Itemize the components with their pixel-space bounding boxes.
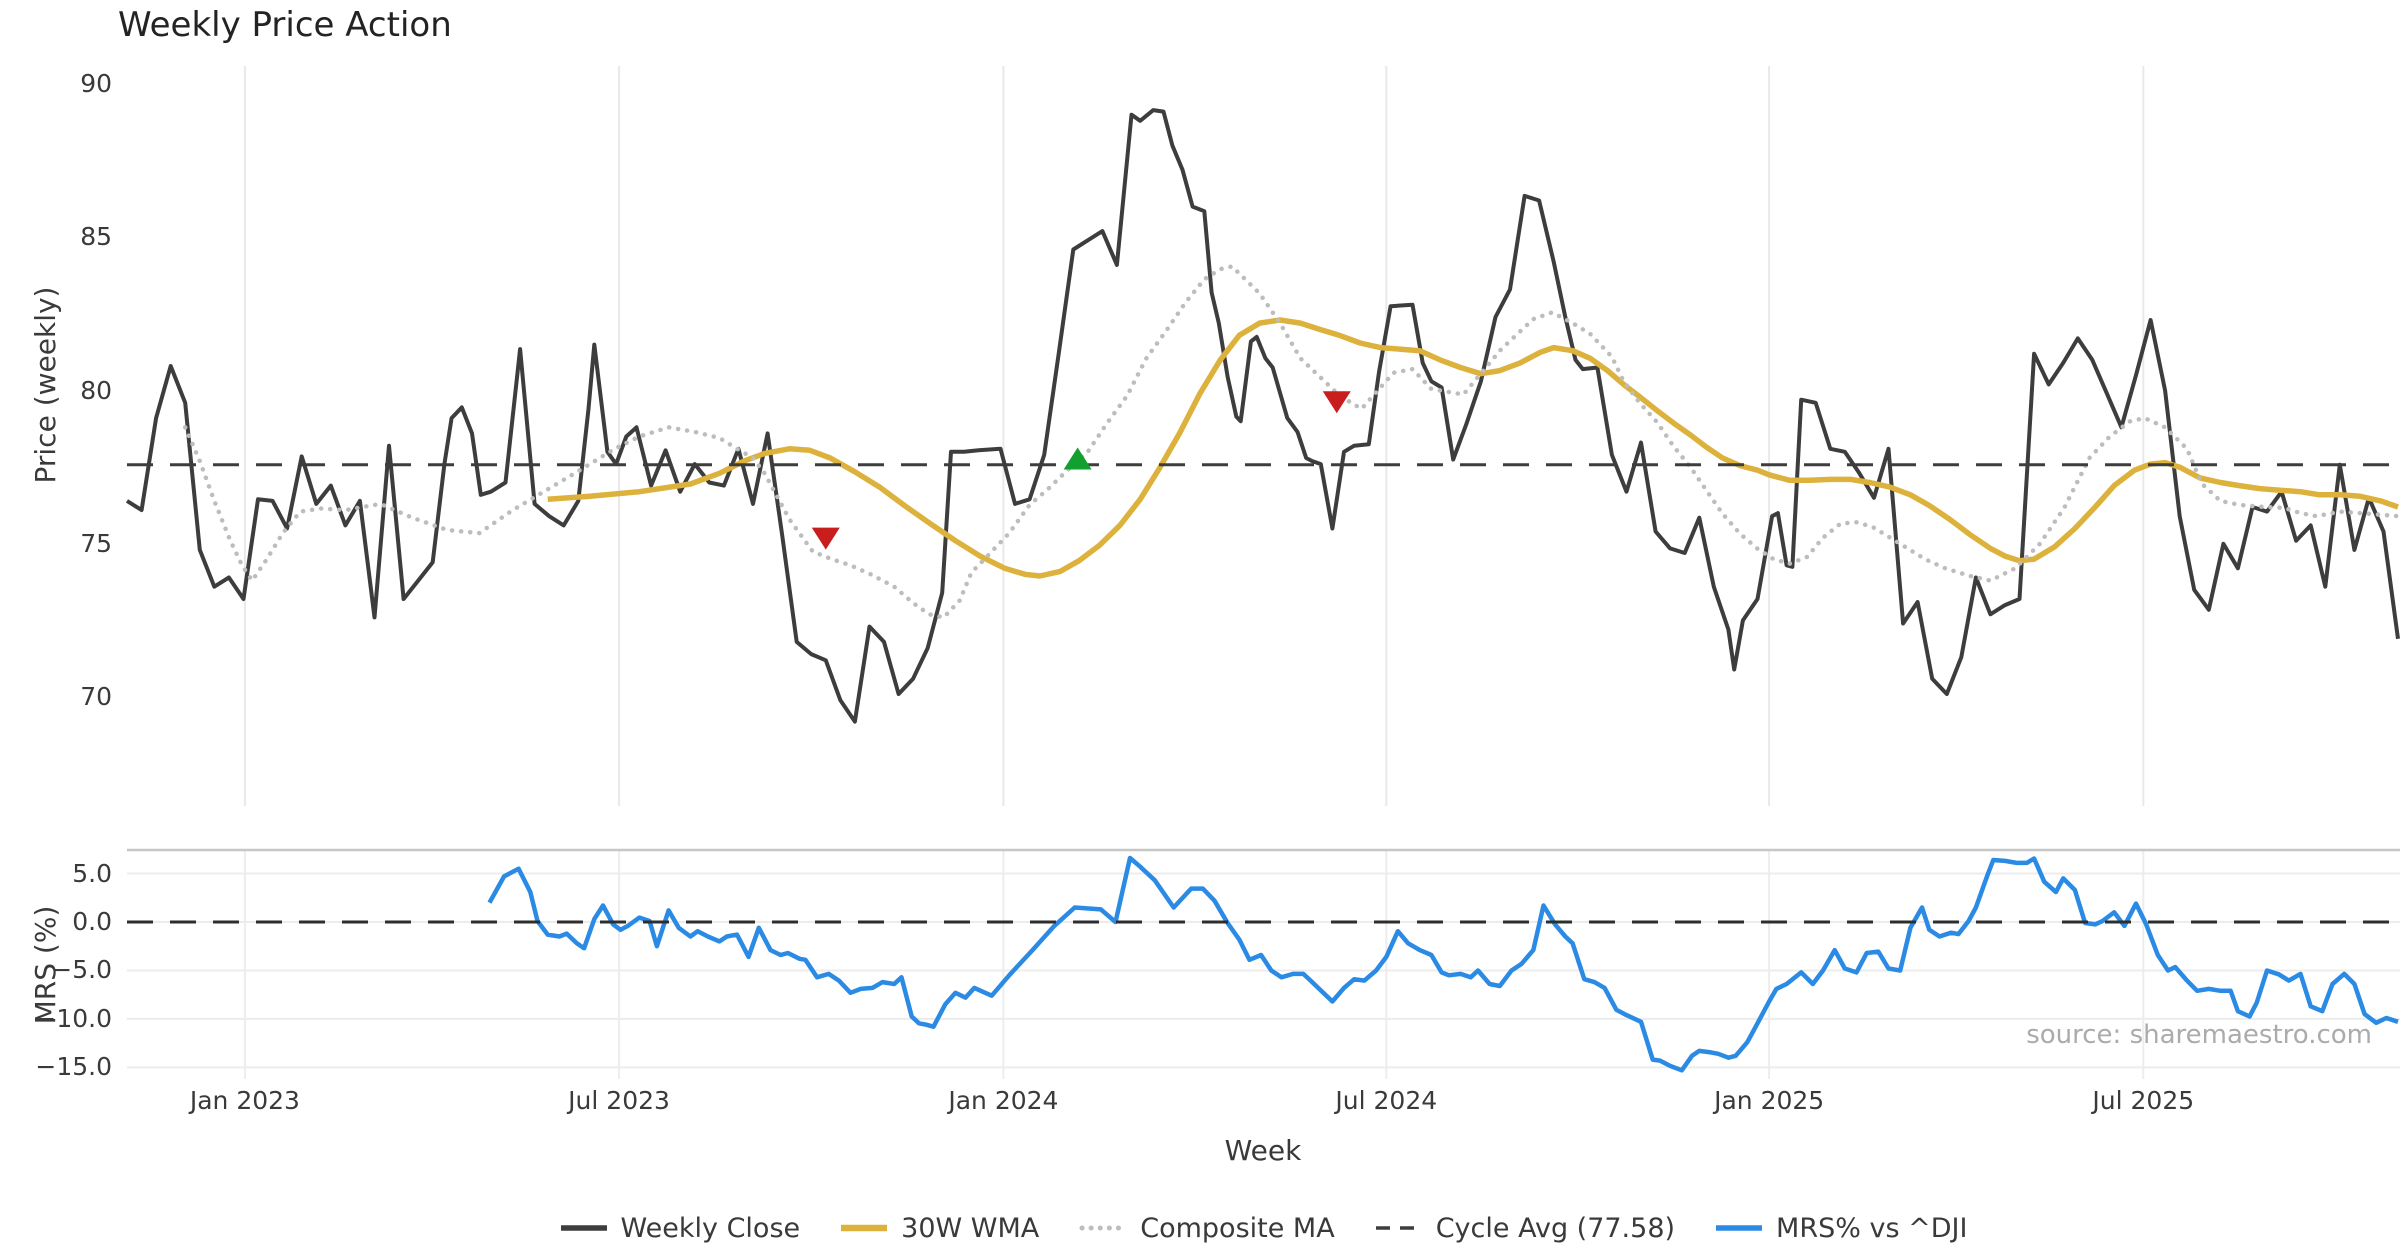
mrs-tick-label: 5.0 <box>72 858 112 888</box>
legend-label: MRS% vs ^DJI <box>1776 1212 1968 1244</box>
mrs-tick-label: −10.0 <box>35 1003 112 1033</box>
legend-item-cycle-avg: Cycle Avg (77.58) <box>1375 1213 1675 1244</box>
price-tick-label: 85 <box>80 222 112 252</box>
legend-item-30w-wma: 30W WMA <box>840 1213 1039 1244</box>
chart-title: Weekly Price Action <box>118 5 452 45</box>
x-axis-title: Week <box>1224 1134 1302 1167</box>
legend-label: Weekly Close <box>620 1212 801 1244</box>
x-tick-label: Jan 2023 <box>189 1086 300 1115</box>
mrs-tick-label: −15.0 <box>35 1052 112 1082</box>
sell-marker-icon <box>811 527 840 550</box>
legend-item-mrs: MRS% vs ^DJI <box>1715 1213 1967 1244</box>
legend-label: Composite MA <box>1140 1212 1335 1244</box>
legend: Weekly Close 30W WMA Composite MA Cycle … <box>127 1204 2400 1252</box>
source-note: source: sharemaestro.com <box>2026 1020 2372 1050</box>
wma-line <box>547 317 2399 579</box>
x-tick-label: Jul 2025 <box>2092 1086 2195 1115</box>
mrs-line-swatch <box>1716 1225 1763 1231</box>
weekly-close-line <box>125 108 2400 724</box>
mrs-tick-label: −5.0 <box>51 955 112 985</box>
price-tick-label: 80 <box>80 375 112 405</box>
wma-line-swatch <box>841 1224 888 1232</box>
sell-marker-icon <box>1322 391 1351 414</box>
price-tick-label: 75 <box>80 528 112 558</box>
x-tick-label: Jan 2025 <box>1714 1086 1825 1115</box>
composite-ma-line-swatch <box>1079 1225 1128 1231</box>
mrs-line <box>487 855 2399 1073</box>
price-tick-label: 70 <box>80 682 112 712</box>
composite-ma-line <box>182 264 2400 620</box>
legend-label: 30W WMA <box>901 1212 1040 1244</box>
x-tick-label: Jan 2024 <box>948 1086 1059 1115</box>
mrs-tick-label: 0.0 <box>72 907 112 936</box>
legend-label: Cycle Avg (77.58) <box>1435 1212 1676 1244</box>
x-tick-label: Jul 2024 <box>1335 1086 1438 1115</box>
weekly-close-line-swatch <box>560 1225 607 1231</box>
price-tick-label: 90 <box>80 69 112 98</box>
legend-item-weekly-close: Weekly Close <box>560 1212 801 1244</box>
buy-marker-icon <box>1063 447 1092 470</box>
legend-item-composite-ma: Composite MA <box>1079 1212 1335 1244</box>
cycle-avg-line-swatch <box>1375 1226 1422 1230</box>
x-tick-label: Jul 2023 <box>568 1086 670 1115</box>
